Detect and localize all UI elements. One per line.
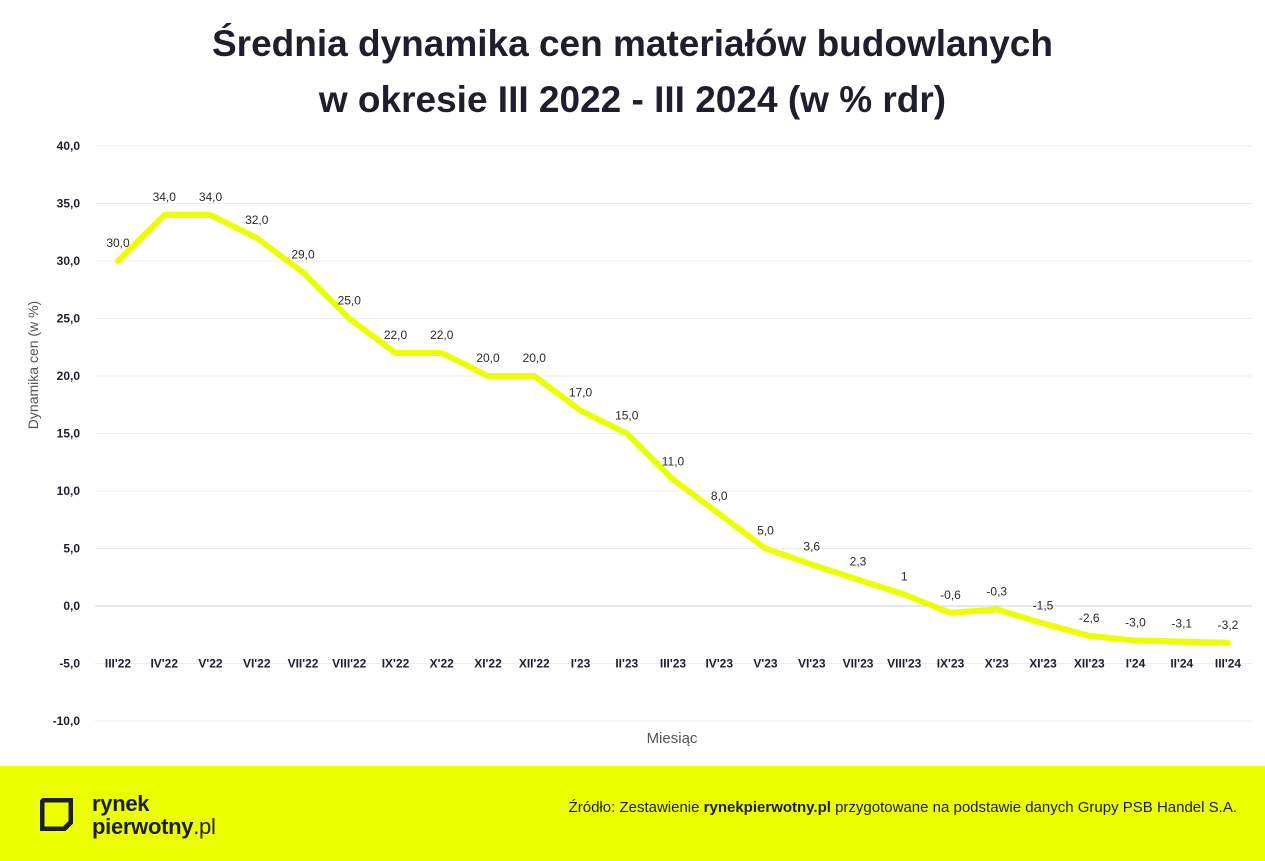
x-tick-label: XI'23 <box>1029 657 1057 671</box>
logo-mark-icon <box>40 798 73 831</box>
data-label: 1 <box>901 570 908 584</box>
data-label: 15,0 <box>615 409 639 423</box>
x-tick-label: VIII'23 <box>887 657 922 671</box>
data-label: 34,0 <box>153 190 177 204</box>
x-tick-label: III'23 <box>660 657 687 671</box>
y-tick-label: 20,0 <box>57 369 81 383</box>
x-axis-label: Miesiąc <box>647 730 698 747</box>
x-tick-label: IX'23 <box>937 657 965 671</box>
x-tick-label: VII'22 <box>288 657 319 671</box>
data-label: 30,0 <box>106 236 130 250</box>
y-tick-label: 15,0 <box>57 427 81 441</box>
x-tick-label: XII'22 <box>519 657 550 671</box>
x-tick-label: IX'22 <box>382 657 410 671</box>
x-tick-label: I'24 <box>1126 657 1146 671</box>
y-tick-labels: 40,0 35,0 30,0 25,0 20,0 15,0 10,0 5,0 0,0 -5,0 -1… <box>53 139 81 728</box>
data-label: -0,6 <box>940 588 961 602</box>
y-tick-label: 40,0 <box>57 139 81 153</box>
y-tick-label: 25,0 <box>57 312 81 326</box>
source-link[interactable]: rynekpierwotny.pl <box>703 799 831 816</box>
data-label: 2,3 <box>850 555 867 569</box>
x-tick-label: II'23 <box>615 657 638 671</box>
y-tick-label: 5,0 <box>63 542 80 556</box>
y-tick-label: -10,0 <box>53 714 81 728</box>
y-tick-label: 30,0 <box>57 254 81 268</box>
x-tick-label: III'22 <box>105 657 132 671</box>
data-label: -0,3 <box>986 584 1007 598</box>
data-label: -3,2 <box>1218 618 1239 632</box>
source-prefix: Źródło: Zestawienie <box>568 799 704 816</box>
x-tick-label: VII'23 <box>843 657 874 671</box>
x-tick-label: V'23 <box>753 657 778 671</box>
y-tick-label: -5,0 <box>59 657 80 671</box>
x-tick-label: V'22 <box>198 657 223 671</box>
source-suffix: przygotowane na podstawie danych Grupy P… <box>830 799 1237 816</box>
x-tick-label: X'22 <box>430 657 455 671</box>
y-axis-label: Dynamika cen (w %) <box>25 301 41 429</box>
x-tick-label: VI'23 <box>798 657 826 671</box>
x-tick-label: X'23 <box>985 657 1010 671</box>
source-note: Źródło: Zestawienie rynekpierwotny.pl pr… <box>569 799 1237 816</box>
x-tick-label: III'24 <box>1215 657 1242 671</box>
y-tick-label: 35,0 <box>57 197 81 211</box>
data-label: 11,0 <box>662 455 685 469</box>
chart-title-line2: w okresie III 2022 - III 2024 (w % rdr) <box>318 79 947 120</box>
chart-title-line1: Średnia dynamika cen materiałów budowlan… <box>212 23 1053 64</box>
data-label: 17,0 <box>569 386 593 400</box>
data-label: 20,0 <box>523 351 547 365</box>
data-label: 22,0 <box>384 328 408 342</box>
x-tick-label: XI'22 <box>474 657 502 671</box>
data-label: -2,6 <box>1079 611 1100 625</box>
data-label: 20,0 <box>476 351 500 365</box>
x-tick-label: I'23 <box>571 657 591 671</box>
data-label: 32,0 <box>245 213 269 227</box>
logo-wordmark: rynek pierwotny.pl <box>92 792 216 838</box>
y-tick-label: 0,0 <box>63 599 80 613</box>
x-tick-label: II'24 <box>1170 657 1193 671</box>
x-tick-label: IV'22 <box>150 657 178 671</box>
brand-logo[interactable]: rynek pierwotny.pl <box>40 792 250 842</box>
data-label: 29,0 <box>291 248 315 262</box>
x-tick-labels: III'22 IV'22 V'22 VI'22 VII'22 VIII'22 IX'22 X'… <box>105 657 1242 671</box>
data-label: -3,0 <box>1125 616 1146 630</box>
x-tick-label: XII'23 <box>1074 657 1105 671</box>
x-tick-label: IV'23 <box>705 657 733 671</box>
data-label: 22,0 <box>430 328 454 342</box>
data-label: -1,5 <box>1033 598 1054 612</box>
x-tick-label: VIII'22 <box>332 657 367 671</box>
logo-line2-suffix: .pl <box>193 814 216 839</box>
data-label: 3,6 <box>803 540 820 554</box>
logo-line1: rynek <box>92 791 150 816</box>
footer-bar: rynek pierwotny.pl Źródło: Zestawienie r… <box>0 766 1265 861</box>
logo-line2-main: pierwotny <box>92 814 194 839</box>
data-label: -3,1 <box>1171 617 1192 631</box>
data-label: 25,0 <box>338 294 362 308</box>
data-labels: 30,0 34,0 34,0 32,0 29,0 25,0 22,0 22,0 20,0 20,0… <box>106 190 1238 632</box>
line-chart: 40,035,030,025,020,015,010,05,00,0-5,0-1… <box>25 139 1252 747</box>
y-tick-label: 10,0 <box>57 484 81 498</box>
data-label: 34,0 <box>199 190 223 204</box>
data-label: 5,0 <box>757 524 774 538</box>
series-line <box>115 212 1231 646</box>
data-label: 8,0 <box>711 489 728 503</box>
x-tick-label: VI'22 <box>243 657 271 671</box>
